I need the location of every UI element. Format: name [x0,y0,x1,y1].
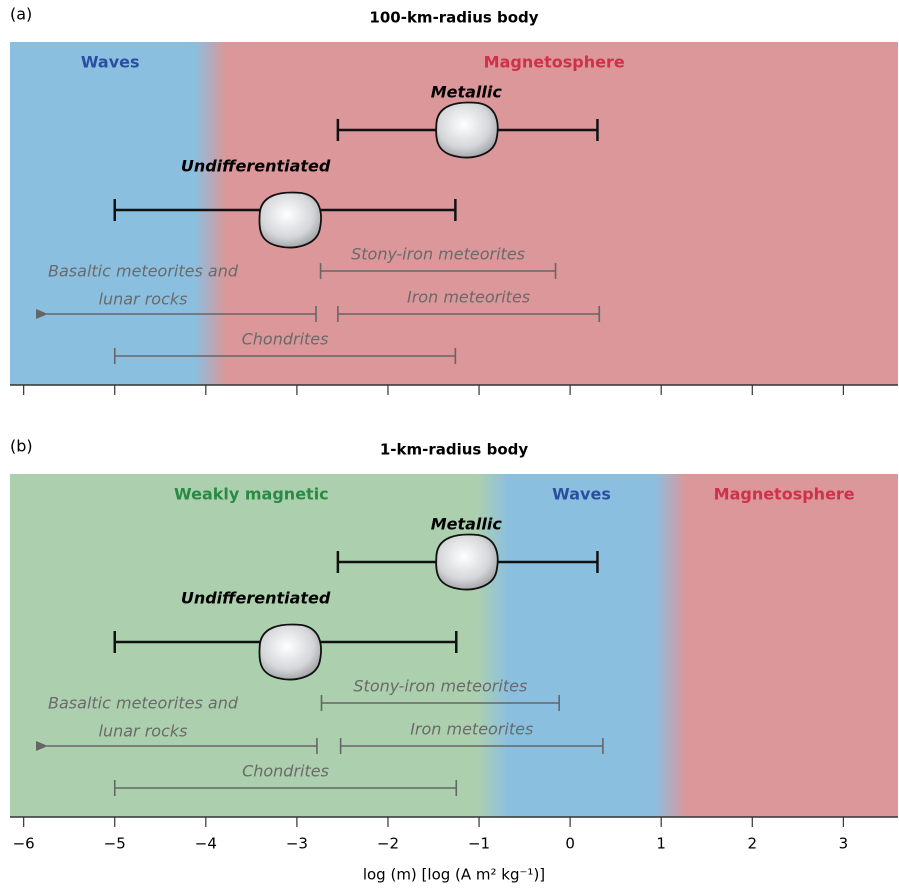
range-label: lunar rocks [99,722,188,741]
panel: (a) 100-km-radius body Waves Magnetosphere S… [10,5,898,395]
panel-title: 1-km-radius body [380,441,529,459]
region-label: Magnetosphere [714,485,855,504]
panel: (b) 1-km-radius body Weakly magnetic Waves M… [10,437,898,884]
body-label: Undifferentiated [181,589,331,608]
region-label: Magnetosphere [484,53,625,72]
range-label: Iron meteorites [407,288,530,307]
range-label: lunar rocks [99,290,188,309]
region-background [10,42,898,385]
range-label: Stony-iron meteorites [351,245,525,264]
range-label: Chondrites [242,762,329,781]
body-icon [258,191,322,249]
panel-label: (a) [10,5,32,24]
body-icon [435,101,499,159]
body-icon [435,533,499,591]
region-background [10,474,898,817]
range-label: Basaltic meteorites and [48,262,239,281]
x-tick-label: −3 [286,835,308,853]
x-tick-label: −5 [104,835,126,853]
range-label: Chondrites [242,330,329,349]
body-label: Undifferentiated [181,157,331,176]
range-label: Iron meteorites [410,720,533,739]
x-tick-label: −1 [468,835,490,853]
body-icon [258,623,322,681]
body-label: Metallic [431,83,503,102]
panel-title: 100-km-radius body [369,9,538,27]
region-label: Waves [81,53,140,72]
region-label: Waves [552,485,611,504]
x-tick-label: 2 [748,835,758,853]
region-label: Weakly magnetic [174,485,329,504]
x-tick-label: 0 [565,835,575,853]
x-tick-label: −2 [377,835,399,853]
x-tick-label: 3 [839,835,849,853]
x-tick-label: −6 [13,835,35,853]
x-tick-label: 1 [656,835,666,853]
x-axis-label: log (m) [log (A m² kg⁻¹)] [363,866,545,884]
body-label: Metallic [431,515,503,534]
range-label: Stony-iron meteorites [353,677,527,696]
x-tick-label: −4 [195,835,217,853]
panel-label: (b) [10,437,33,456]
range-label: Basaltic meteorites and [48,694,239,713]
